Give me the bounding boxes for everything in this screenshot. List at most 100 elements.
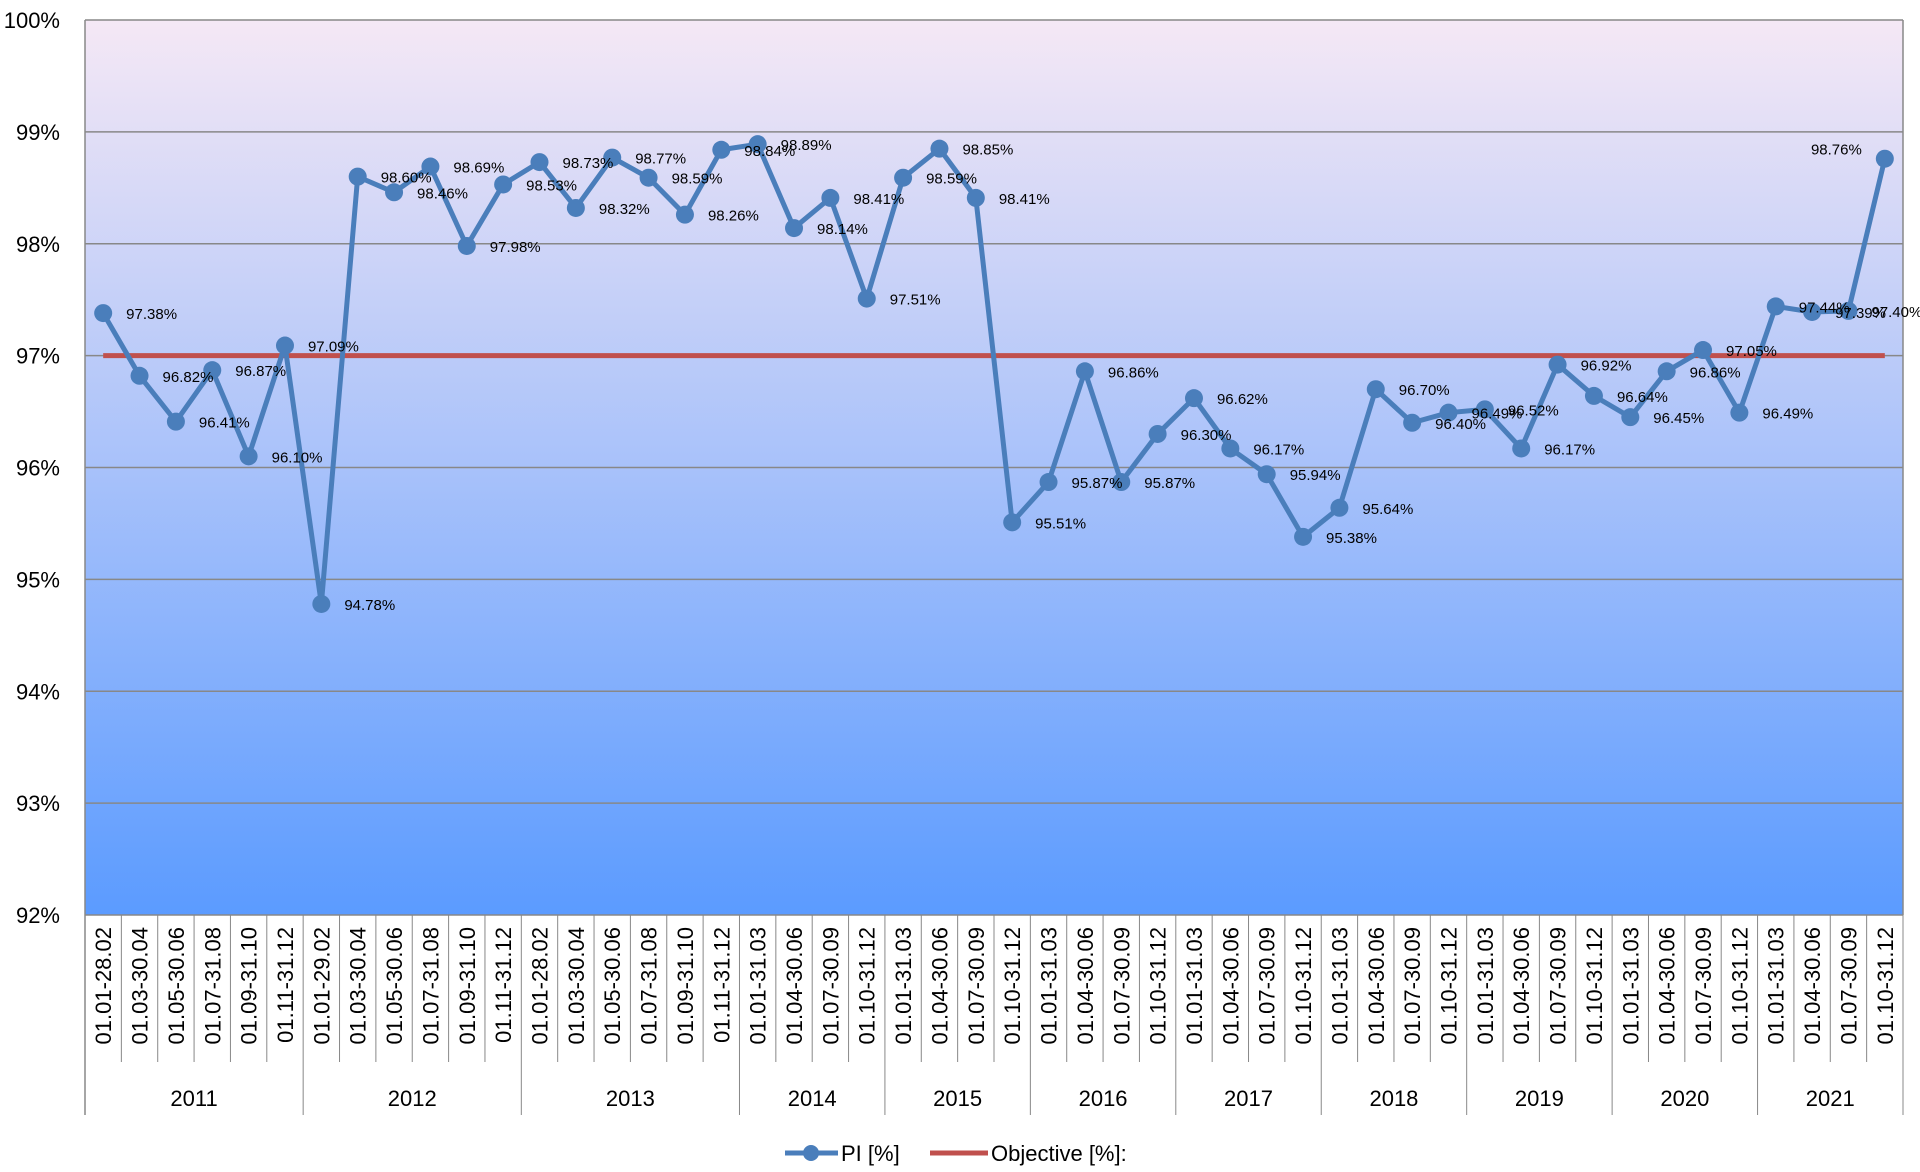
data-label: 94.78% bbox=[344, 597, 395, 614]
data-label: 98.53% bbox=[526, 177, 577, 194]
pi-data-point bbox=[1875, 149, 1894, 168]
pi-data-point bbox=[1003, 513, 1022, 532]
y-tick-label: 98% bbox=[16, 232, 60, 257]
x-tick-label: 01.10-31.12 bbox=[1582, 927, 1607, 1044]
data-label: 96.40% bbox=[1435, 416, 1486, 433]
x-tick-label: 01.07-30.09 bbox=[818, 927, 843, 1044]
x-tick-label: 01.10-31.12 bbox=[855, 927, 880, 1044]
data-label: 98.59% bbox=[672, 171, 723, 188]
data-label: 98.59% bbox=[926, 171, 977, 188]
x-axis: 01.01-28.02 01.03-30.04 01.05-30.06 01.07-3… bbox=[91, 915, 1904, 1115]
x-tick-label: 01.04-30.06 bbox=[927, 927, 952, 1044]
pi-data-point bbox=[1694, 341, 1713, 360]
pi-data-point bbox=[1075, 362, 1094, 381]
data-label: 97.38% bbox=[126, 306, 177, 323]
pi-data-point bbox=[639, 168, 658, 187]
pi-data-point bbox=[894, 168, 913, 187]
pi-data-point bbox=[1766, 297, 1785, 316]
pi-data-point bbox=[1621, 408, 1640, 427]
pi-series bbox=[94, 135, 1894, 613]
data-label: 95.38% bbox=[1326, 530, 1377, 547]
data-label: 96.86% bbox=[1108, 364, 1159, 381]
year-label: 2017 bbox=[1224, 1086, 1273, 1111]
pi-data-point bbox=[1257, 465, 1276, 484]
x-tick-label: 01.11-31.12 bbox=[491, 927, 516, 1043]
data-label: 96.49% bbox=[1472, 406, 1523, 423]
data-labels: 97.38% 96.82% 96.41% 96.87% 96.10% 97.09% 94.7… bbox=[126, 137, 1920, 614]
x-tick-label: 01.03-30.04 bbox=[128, 927, 153, 1044]
pi-data-point bbox=[785, 219, 804, 238]
x-tick-label: 01.07-30.09 bbox=[1109, 927, 1134, 1044]
pi-data-point bbox=[275, 336, 294, 355]
x-tick-label: 01.10-31.12 bbox=[1146, 927, 1171, 1044]
x-tick-label: 01.09-31.10 bbox=[237, 927, 262, 1044]
y-axis: 92% 93% 94% 95% 96% 97% 98% 99% 100% bbox=[4, 8, 1904, 1115]
pi-data-point bbox=[603, 148, 622, 167]
pi-data-point bbox=[821, 188, 840, 207]
x-tick-label: 01.01-31.03 bbox=[1037, 927, 1062, 1044]
data-label: 98.60% bbox=[381, 170, 432, 187]
data-label: 98.41% bbox=[999, 191, 1050, 208]
data-label: 96.17% bbox=[1253, 441, 1304, 458]
x-tick-label: 01.01-31.03 bbox=[746, 927, 771, 1044]
y-tick-label: 97% bbox=[16, 344, 60, 369]
x-tick-label: 01.01-29.02 bbox=[309, 927, 334, 1044]
pi-data-point bbox=[1475, 400, 1494, 419]
x-tick-label: 01.07-30.09 bbox=[1546, 927, 1571, 1044]
pi-data-point bbox=[1548, 355, 1567, 374]
x-tick-label: 01.01-31.03 bbox=[891, 927, 916, 1044]
x-tick-label: 01.07-30.09 bbox=[1691, 927, 1716, 1044]
year-label: 2012 bbox=[388, 1086, 437, 1111]
year-label: 2019 bbox=[1515, 1086, 1564, 1111]
year-label: 2018 bbox=[1369, 1086, 1418, 1111]
data-label: 98.26% bbox=[708, 208, 759, 225]
year-label: 2013 bbox=[606, 1086, 655, 1111]
pi-data-point bbox=[1403, 413, 1422, 432]
pi-data-point bbox=[348, 167, 367, 186]
x-tick-label: 01.10-31.12 bbox=[1000, 927, 1025, 1044]
x-tick-label: 01.03-30.04 bbox=[564, 927, 589, 1044]
pi-data-point bbox=[712, 140, 731, 159]
data-label: 98.89% bbox=[781, 137, 832, 154]
x-tick-label: 01.07-31.08 bbox=[200, 927, 225, 1044]
pi-data-point bbox=[1439, 403, 1458, 422]
data-label: 97.51% bbox=[890, 292, 941, 309]
data-label: 96.86% bbox=[1690, 364, 1741, 381]
y-tick-label: 95% bbox=[16, 567, 60, 592]
pi-data-point bbox=[1366, 380, 1385, 399]
pi-data-point bbox=[385, 183, 404, 202]
data-label: 98.14% bbox=[817, 221, 868, 238]
x-tick-label: 01.05-30.06 bbox=[600, 927, 625, 1044]
pi-data-point bbox=[1112, 473, 1131, 492]
year-label: 2015 bbox=[933, 1086, 982, 1111]
pi-data-point bbox=[930, 139, 949, 158]
legend-objective-label: Objective [%]: bbox=[991, 1141, 1127, 1166]
data-label: 95.94% bbox=[1290, 467, 1341, 484]
x-tick-label: 01.05-30.06 bbox=[382, 927, 407, 1044]
pi-data-point bbox=[1512, 439, 1531, 458]
x-tick-label: 01.07-30.09 bbox=[964, 927, 989, 1044]
pi-data-point bbox=[239, 447, 258, 466]
x-tick-label: 01.04-30.06 bbox=[1073, 927, 1098, 1044]
data-label: 98.69% bbox=[453, 160, 504, 177]
pi-data-point bbox=[675, 205, 694, 224]
pi-data-point bbox=[421, 157, 440, 176]
pi-data-point bbox=[1584, 386, 1603, 405]
pi-data-point bbox=[966, 188, 985, 207]
data-label: 96.64% bbox=[1617, 389, 1668, 406]
data-label: 98.46% bbox=[417, 185, 468, 202]
x-tick-label: 01.04-30.06 bbox=[1218, 927, 1243, 1044]
pi-data-point bbox=[1330, 498, 1349, 517]
data-label: 96.92% bbox=[1581, 358, 1632, 375]
pi-data-point bbox=[857, 289, 876, 308]
data-label: 96.41% bbox=[199, 415, 250, 432]
pi-data-point bbox=[748, 135, 767, 154]
x-tick-label: 01.10-31.12 bbox=[1727, 927, 1752, 1044]
x-tick-label: 01.04-30.06 bbox=[1509, 927, 1534, 1044]
data-label: 98.76% bbox=[1811, 142, 1862, 159]
x-tick-label: 01.01-31.03 bbox=[1182, 927, 1207, 1044]
data-label: 97.09% bbox=[308, 339, 359, 356]
x-tick-label: 01.10-31.12 bbox=[1437, 927, 1462, 1044]
